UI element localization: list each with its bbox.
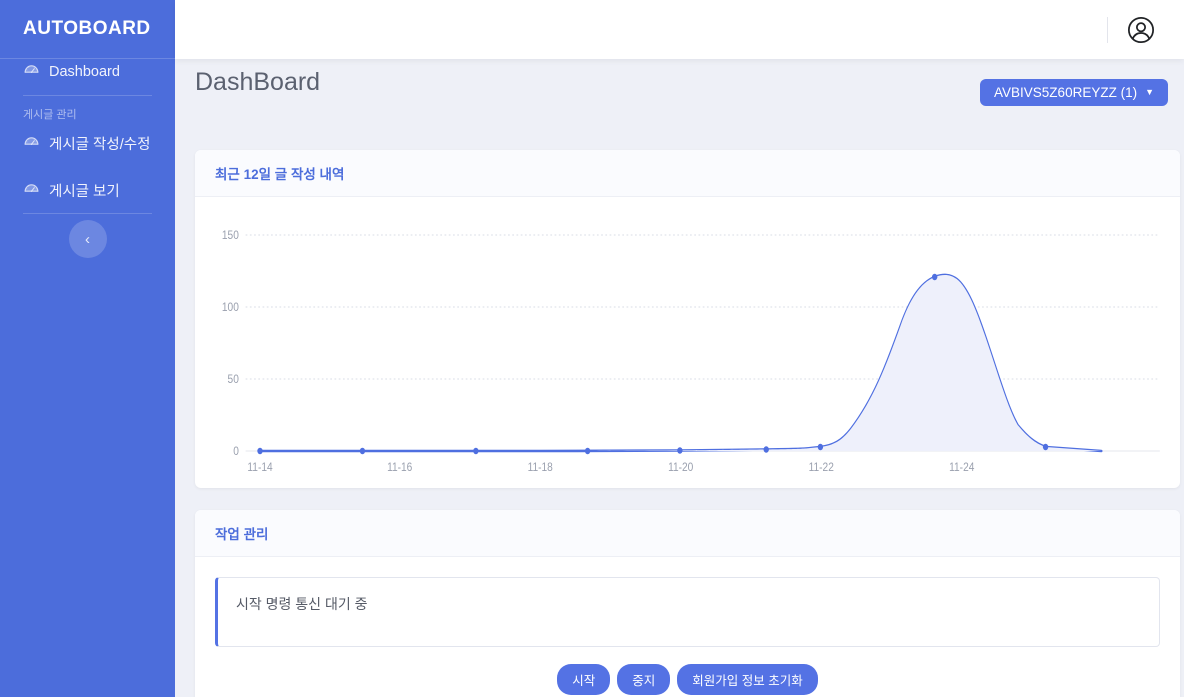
svg-text:11-14: 11-14 (247, 461, 272, 474)
svg-text:11-18: 11-18 (528, 461, 553, 474)
svg-text:100: 100 (222, 301, 239, 314)
svg-text:150: 150 (222, 229, 239, 242)
svg-text:11-24: 11-24 (949, 461, 974, 474)
svg-text:50: 50 (228, 373, 239, 386)
svg-text:0: 0 (233, 445, 239, 458)
svg-text:11-16: 11-16 (387, 461, 412, 474)
svg-text:11-22: 11-22 (809, 461, 834, 474)
svg-text:11-20: 11-20 (668, 461, 693, 474)
